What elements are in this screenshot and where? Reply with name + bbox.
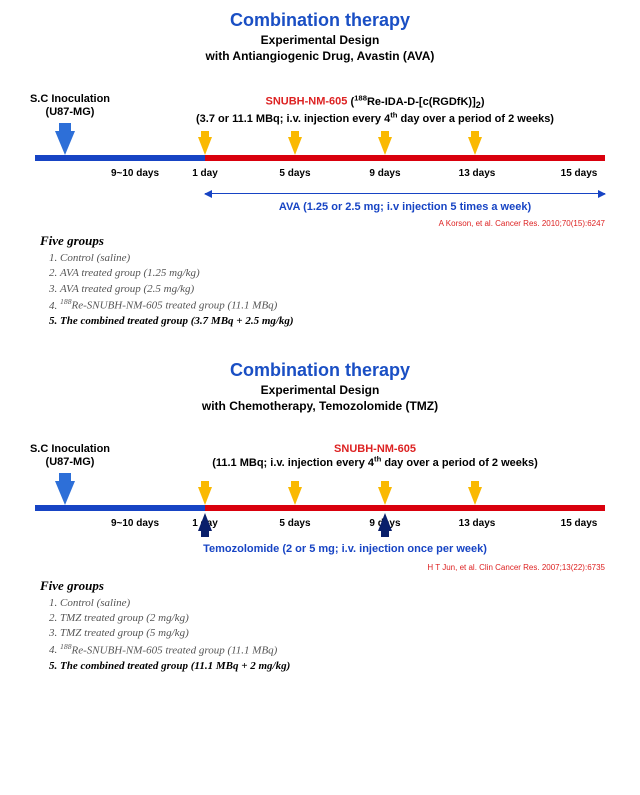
tmz-arrow-stem-2 (381, 529, 389, 537)
day-15: 15 days (555, 168, 603, 179)
dose-arrow-2 (288, 487, 302, 505)
dose-arrow-4 (468, 487, 482, 505)
inoc-line2: (U87-MG) (46, 456, 95, 468)
pre-days: 9~10 days (100, 518, 170, 529)
panel2-sub1: Experimental Design (15, 383, 625, 397)
drug-detail: (188Re-IDA-D-[c(RGDfK)]2) (347, 96, 484, 108)
timeline-red (205, 505, 605, 511)
inoculation-arrow (55, 481, 75, 505)
drug-line2: (3.7 or 11.1 MBq; i.v. injection every 4… (196, 113, 554, 125)
panel1-timeline: S.C Inoculation (U87-MG) SNUBH-NM-605 (1… (15, 93, 625, 263)
panel2-sub2: with Chemotherapy, Temozolomide (TMZ) (15, 399, 625, 413)
drug-line2: (11.1 MBq; i.v. injection every 4th day … (212, 457, 538, 469)
timeline-blue (35, 155, 205, 161)
dose-arrow-1 (198, 487, 212, 505)
group-item: TMZ treated group (5 mg/kg) (60, 626, 625, 641)
panel2-timeline: S.C Inoculation (U87-MG) SNUBH-NM-605 (1… (15, 443, 625, 628)
dose-arrow-2 (288, 137, 302, 155)
dose-arrow-3 (378, 137, 392, 155)
group-item: 188Re-SNUBH-NM-605 treated group (11.1 M… (60, 642, 625, 659)
panel1-sub1: Experimental Design (15, 33, 625, 47)
drug-label: SNUBH-NM-605 (11.1 MBq; i.v. injection e… (165, 443, 585, 470)
panel1-sub2: with Antiangiogenic Drug, Avastin (AVA) (15, 49, 625, 63)
day-9: 9 days (363, 168, 407, 179)
group-item: The combined treated group (3.7 MBq + 2.… (60, 314, 625, 329)
panel2-title: Combination therapy (15, 360, 625, 381)
day-1: 1 day (185, 168, 225, 179)
group-item: The combined treated group (11.1 MBq + 2… (60, 659, 625, 674)
dose-arrow-4 (468, 137, 482, 155)
inoculation-arrow (55, 131, 75, 155)
inoc-line2: (U87-MG) (46, 106, 95, 118)
day-13: 13 days (453, 518, 501, 529)
panel-ava: Combination therapy Experimental Design … (15, 10, 625, 330)
tmz-label: Temozolomide (2 or 5 mg; i.v. injection … (135, 543, 555, 555)
drug-name: SNUBH-NM-605 (266, 96, 348, 108)
timeline-red (205, 155, 605, 161)
panel1-title: Combination therapy (15, 10, 625, 31)
day-5: 5 days (273, 518, 317, 529)
inoculation-label: S.C Inoculation (U87-MG) (15, 93, 125, 119)
group-item: 188Re-SNUBH-NM-605 treated group (11.1 M… (60, 297, 625, 314)
group-item: AVA treated group (1.25 mg/kg) (60, 266, 625, 281)
inoc-line1: S.C Inoculation (30, 443, 110, 455)
drug-label: SNUBH-NM-605 (188Re-IDA-D-[c(RGDfK)]2) (… (165, 93, 585, 125)
day-13: 13 days (453, 168, 501, 179)
panel-tmz: Combination therapy Experimental Design … (15, 360, 625, 675)
dose-arrow-3 (378, 487, 392, 505)
timeline-blue (35, 505, 205, 511)
tmz-arrow-stem-1 (201, 529, 209, 537)
day-15: 15 days (555, 518, 603, 529)
inoc-line1: S.C Inoculation (30, 93, 110, 105)
inoculation-label: S.C Inoculation (U87-MG) (15, 443, 125, 469)
ava-label: AVA (1.25 or 2.5 mg; i.v injection 5 tim… (205, 201, 605, 213)
drug-name: SNUBH-NM-605 (334, 443, 416, 455)
citation-1: A Korson, et al. Cancer Res. 2010;70(15)… (439, 219, 605, 228)
citation-2: H T Jun, et al. Clin Cancer Res. 2007;13… (427, 563, 605, 572)
day-5: 5 days (273, 168, 317, 179)
ava-range-line (205, 193, 605, 194)
pre-days: 9~10 days (100, 168, 170, 179)
dose-arrow-1 (198, 137, 212, 155)
group-item: AVA treated group (2.5 mg/kg) (60, 282, 625, 297)
